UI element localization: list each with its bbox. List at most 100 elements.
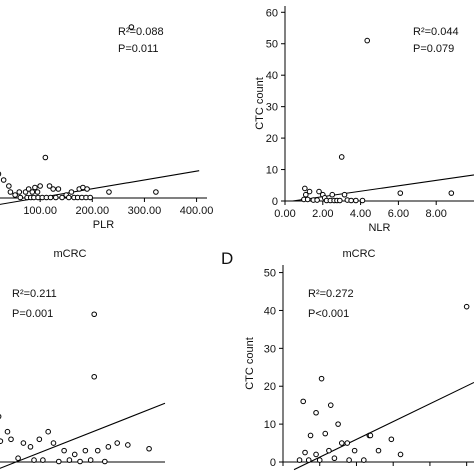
data-point: [68, 189, 75, 195]
data-point: [338, 154, 345, 160]
stat-annotation: R²=0.211: [12, 288, 57, 300]
stat-annotation: P=0.011: [118, 43, 158, 55]
data-point: [337, 197, 343, 204]
data-point: [316, 188, 322, 195]
data-point: [91, 311, 97, 318]
data-point: [66, 457, 73, 463]
data-point: [361, 457, 367, 463]
panel-mcrc-left: mCRC R²=0.211 P=0.001: [0, 248, 166, 469]
data-point: [348, 197, 354, 204]
data-point: [42, 154, 49, 161]
data-point: [302, 185, 308, 192]
y-tick-label: 60: [266, 7, 278, 19]
data-point: [331, 455, 338, 462]
data-point: [0, 171, 2, 177]
data-point: [346, 457, 352, 463]
data-point: [31, 457, 37, 463]
data-point: [29, 189, 36, 195]
data-point: [388, 436, 395, 443]
data-point: [50, 186, 56, 192]
data-point: [327, 402, 334, 408]
y-tick-label: 40: [266, 70, 278, 82]
data-point: [364, 37, 371, 44]
data-point: [102, 458, 108, 465]
data-point: [87, 457, 94, 463]
data-point: [45, 428, 51, 435]
data-point: [55, 186, 62, 192]
y-tick-label: 10: [266, 165, 278, 177]
x-tick-label: 2.00: [312, 208, 333, 220]
data-point: [87, 194, 93, 201]
y-tick-label: 50: [266, 39, 278, 51]
panel-title: mCRC: [343, 248, 376, 260]
data-point: [305, 457, 312, 463]
data-point: [300, 398, 307, 405]
data-point: [351, 447, 358, 454]
data-point: [125, 442, 131, 448]
panel-mcrc-right: 0 10 20 30 40 50 CTC count mCRC D R²=0.272 P<0.001: [221, 248, 474, 471]
x-tick-label: 200.00: [75, 205, 109, 217]
data-point: [25, 186, 32, 192]
stat-annotation: R²=0.044: [413, 26, 459, 38]
data-point: [6, 183, 12, 189]
data-point: [0, 177, 7, 183]
data-point: [326, 447, 332, 454]
x-tick-label: 4.00: [350, 208, 371, 220]
y-tick-label: 10: [264, 419, 276, 431]
data-point: [329, 191, 336, 198]
data-point: [94, 447, 101, 454]
data-point: [341, 191, 348, 198]
data-point: [313, 409, 319, 416]
data-point: [338, 440, 345, 446]
data-point: [56, 458, 62, 465]
data-point: [353, 197, 359, 204]
data-point: [8, 436, 14, 443]
data-point: [397, 451, 404, 458]
data-point: [153, 189, 159, 195]
x-tick-label: 400.00: [180, 205, 214, 217]
data-point: [146, 445, 152, 452]
y-axis-label: CTC count: [254, 77, 266, 130]
data-point: [71, 451, 78, 458]
data-point: [12, 192, 18, 198]
data-point: [82, 447, 89, 454]
y-tick-label: 20: [266, 133, 278, 145]
data-point: [7, 189, 14, 195]
stat-annotation: P=0.079: [413, 43, 454, 55]
stat-annotation: P<0.001: [308, 308, 349, 320]
data-point: [0, 438, 4, 444]
x-axis-label: PLR: [93, 219, 114, 231]
data-point: [61, 447, 67, 454]
data-point: [313, 451, 319, 458]
regression-line: [0, 170, 200, 205]
data-point: [59, 194, 65, 201]
stat-annotation: P=0.001: [12, 308, 53, 320]
data-point: [37, 183, 43, 189]
y-tick-label: 0: [272, 196, 278, 208]
y-tick-label: 40: [264, 305, 276, 317]
regression-line: [0, 402, 166, 469]
stat-annotation: R²=0.088: [118, 26, 164, 38]
y-tick-label: 0: [270, 457, 276, 469]
data-point: [105, 444, 112, 450]
data-point: [4, 428, 11, 435]
data-point: [367, 432, 374, 439]
data-point: [335, 421, 341, 427]
data-point: [316, 457, 323, 463]
data-point: [302, 191, 309, 198]
y-tick-label: 20: [264, 381, 276, 393]
data-point: [84, 186, 90, 192]
x-tick-label: 8.00: [425, 208, 446, 220]
data-point: [397, 190, 404, 196]
data-point: [32, 184, 38, 191]
regression-line: [292, 174, 474, 202]
data-point: [296, 457, 303, 463]
data-point: [375, 447, 382, 454]
data-point: [314, 197, 320, 203]
data-point: [15, 455, 21, 462]
regression-line: [293, 381, 474, 471]
stat-annotation: R²=0.272: [308, 288, 354, 300]
data-point: [66, 194, 72, 201]
data-point: [52, 194, 59, 201]
